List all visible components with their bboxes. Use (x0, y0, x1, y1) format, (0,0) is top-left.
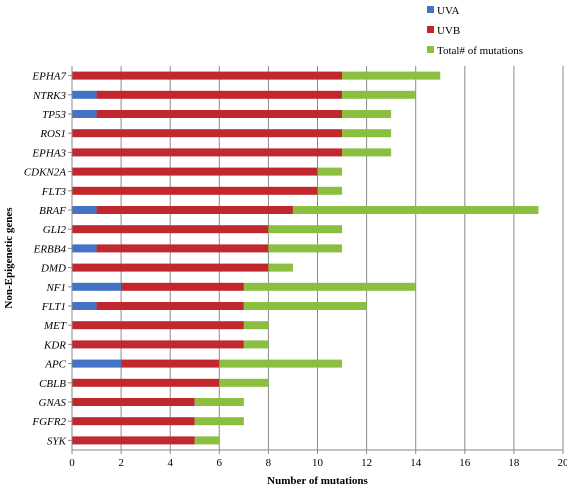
bar-segment (317, 167, 343, 176)
category-label: ERBB4 (33, 243, 67, 255)
bar-segment (243, 302, 367, 310)
category-label: APC (44, 359, 66, 371)
bar-segment (268, 263, 293, 272)
legend-label: UVA (437, 5, 459, 17)
legend: UVA UVB Total# of mutations (427, 5, 523, 57)
bar-segment (96, 206, 293, 214)
category-label: MET (43, 320, 67, 332)
bar-segment (72, 206, 97, 214)
category-labels: EPHA7 NTRK3 TP53 ROS1 EPHA3 CDKN2A FLT3 BRAF GLI… (24, 71, 72, 447)
bar-segment (72, 282, 122, 291)
bar-segment (194, 436, 220, 445)
bar-segment (72, 110, 97, 118)
bar-segment (72, 359, 122, 368)
bar-segment (72, 186, 318, 195)
bar-segment (72, 321, 244, 330)
bar-segment (72, 340, 244, 349)
bar-segment (96, 110, 343, 118)
bar-segment (96, 90, 343, 99)
bar-segment (72, 263, 269, 272)
bar-segment (72, 129, 343, 138)
x-tick-label: 2 (118, 457, 124, 469)
bar-segment (194, 417, 244, 426)
category-label: DMD (40, 263, 66, 275)
bars (72, 71, 539, 445)
x-tick-label: 8 (266, 457, 272, 469)
bar-segment (194, 398, 244, 406)
category-label: EPHA3 (31, 147, 66, 159)
bar-segment (72, 417, 195, 426)
bar-segment (268, 225, 343, 234)
x-tick-label: 12 (361, 457, 372, 469)
x-tick-label: 6 (217, 457, 223, 469)
category-label: NF1 (45, 282, 66, 294)
x-tick-label: 14 (410, 457, 422, 469)
category-label: FLT1 (41, 301, 66, 313)
bar-segment (96, 302, 244, 310)
bar-segment (72, 378, 220, 387)
x-tick-label: 18 (508, 457, 520, 469)
category-label: GNAS (39, 397, 67, 409)
bar-segment (342, 71, 441, 80)
bar-segment (121, 359, 220, 368)
x-tick-labels: 0 2 4 6 8 10 12 14 16 18 20 (69, 450, 567, 469)
category-label: CBLB (39, 378, 66, 390)
category-label: NTRK3 (32, 90, 67, 102)
bar-segment (292, 206, 539, 214)
bar-segment (72, 148, 343, 157)
legend-swatch (427, 6, 434, 13)
category-label: BRAF (39, 205, 66, 217)
category-label: GLI2 (43, 224, 67, 236)
bar-segment (72, 244, 97, 253)
gridlines (120, 66, 564, 450)
bar-segment (342, 129, 392, 138)
bar-segment (72, 302, 97, 310)
bar-segment (219, 378, 269, 387)
legend-label: Total# of mutations (437, 45, 523, 57)
bar-segment (219, 359, 343, 368)
x-tick-label: 4 (167, 457, 173, 469)
y-axis-title: Non-Epigenetic genes (3, 207, 15, 309)
bar-segment (268, 244, 343, 253)
bar-segment (121, 282, 244, 291)
category-label: FGFR2 (31, 416, 66, 428)
bar-segment (96, 244, 269, 253)
bar-segment (72, 71, 343, 80)
bar-segment (243, 340, 269, 349)
bar-segment (72, 90, 97, 99)
bar-segment (72, 167, 318, 176)
x-tick-label: 20 (558, 457, 567, 469)
bar-segment (342, 90, 416, 99)
bar-segment (342, 148, 392, 157)
category-label: KDR (43, 339, 66, 351)
x-tick-label: 0 (69, 457, 75, 469)
bar-segment (342, 110, 392, 118)
category-label: EPHA7 (31, 71, 66, 83)
category-label: TP53 (42, 109, 66, 121)
x-tick-label: 16 (459, 457, 471, 469)
category-label: SYK (47, 435, 67, 447)
legend-swatch (427, 26, 434, 33)
category-label: CDKN2A (24, 167, 66, 179)
bar-segment (317, 186, 343, 195)
category-label: ROS1 (39, 128, 66, 140)
x-axis-title: Number of mutations (267, 475, 368, 487)
bar-segment (243, 321, 269, 330)
bar-segment (243, 282, 416, 291)
legend-swatch (427, 46, 434, 53)
x-tick-label: 10 (312, 457, 324, 469)
bar-segment (72, 398, 195, 406)
category-label: FLT3 (41, 186, 67, 198)
bar-segment (72, 436, 195, 445)
bar-segment (72, 225, 269, 234)
legend-label: UVB (437, 25, 460, 37)
